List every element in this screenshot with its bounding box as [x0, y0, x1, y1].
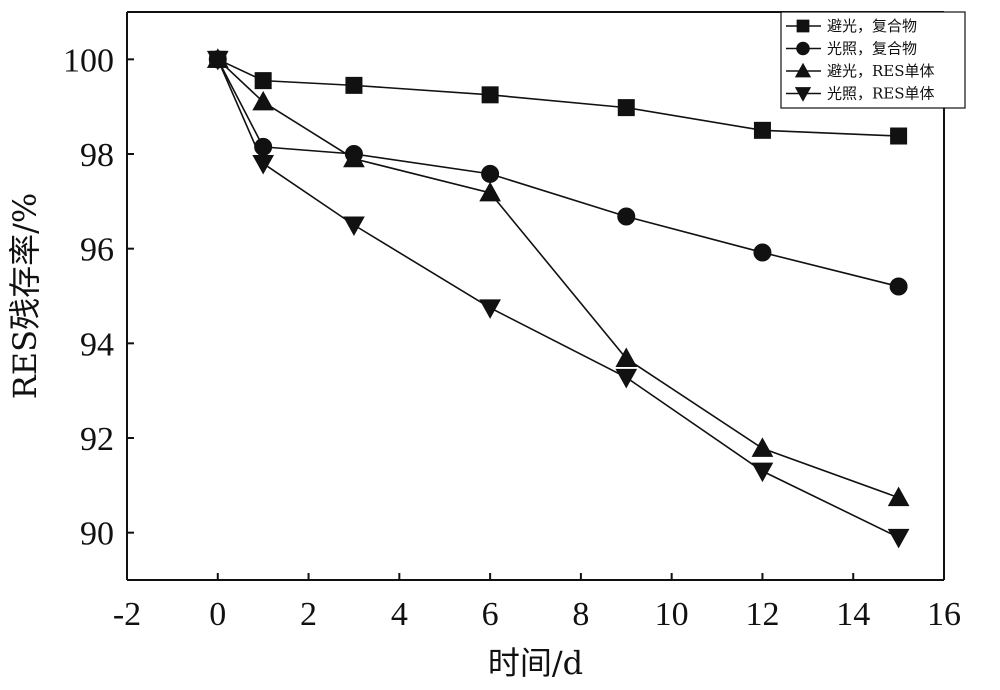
legend-label: 光照，RES单体 — [827, 85, 935, 103]
legend-item: 避光，复合物 — [786, 17, 917, 35]
data-point — [751, 437, 774, 457]
legend-box — [780, 11, 966, 109]
y-tick-label: 92 — [80, 421, 114, 458]
data-point — [206, 50, 229, 71]
series-line — [217, 58, 899, 499]
data-point — [890, 127, 908, 145]
data-point — [252, 154, 275, 175]
x-ticks: -2 0 2 4 6 8 10 12 14 16 — [113, 573, 961, 633]
data-point — [479, 299, 501, 319]
x-tick-label: 0 — [209, 596, 226, 633]
series-4 — [206, 50, 910, 549]
x-tick-label: 8 — [572, 596, 589, 633]
data-point — [615, 368, 638, 389]
x-tick-label: 16 — [927, 596, 961, 633]
legend-marker — [794, 62, 812, 78]
y-tick-label: 96 — [80, 232, 114, 269]
data-point — [481, 86, 499, 104]
data-point — [887, 486, 910, 507]
y-ticks: 90 92 94 96 98 100 — [63, 42, 134, 553]
data-point — [343, 147, 365, 168]
data-point — [252, 90, 275, 111]
data-point — [481, 164, 500, 183]
y-tick-label: 90 — [80, 516, 114, 553]
legend-item: 光照，RES单体 — [786, 85, 935, 103]
series-3 — [206, 48, 910, 507]
legend-item: 避光，RES单体 — [786, 62, 935, 80]
x-tick-label: 10 — [655, 596, 689, 633]
legend-label: 光照，复合物 — [827, 40, 917, 58]
data-point — [617, 207, 636, 226]
data-point — [254, 72, 272, 90]
data-point — [753, 243, 772, 262]
data-point — [887, 528, 910, 549]
data-point — [889, 277, 908, 296]
x-tick-label: 2 — [300, 596, 317, 633]
x-tick-label: 12 — [745, 596, 779, 633]
legend-label: 避光，复合物 — [827, 17, 917, 35]
y-tick-label: 98 — [80, 137, 114, 174]
x-tick-label: -2 — [113, 596, 141, 633]
x-tick-label: 4 — [391, 596, 408, 633]
legend-marker — [794, 87, 812, 102]
legend-marker — [796, 19, 810, 33]
y-tick-label: 100 — [63, 42, 114, 79]
x-tick-label: 6 — [482, 596, 499, 633]
x-axis-title: 时间/d — [488, 644, 583, 682]
data-point — [751, 462, 774, 483]
x-tick-label: 14 — [836, 596, 870, 633]
data-point — [479, 181, 501, 202]
legend-marker — [796, 41, 810, 56]
data-point — [617, 99, 635, 117]
y-tick-label: 94 — [80, 326, 114, 363]
data-point — [753, 121, 771, 139]
data-point — [345, 76, 363, 94]
data-point — [615, 347, 638, 367]
data-point — [254, 137, 273, 156]
data-point — [343, 216, 365, 237]
y-axis-title: RES残存率/% — [6, 193, 44, 400]
legend-item: 光照，复合物 — [786, 40, 917, 58]
series-layer — [206, 48, 910, 549]
legend-label: 避光，RES单体 — [827, 62, 935, 80]
